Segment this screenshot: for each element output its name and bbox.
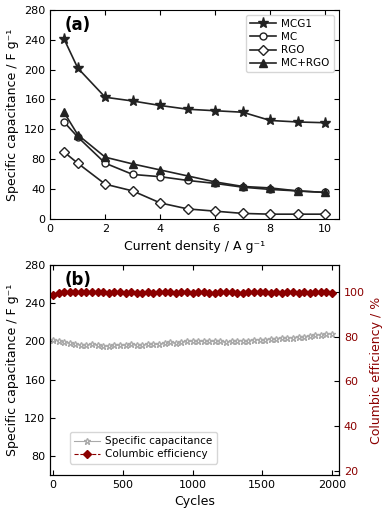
Y-axis label: Specific capacitance / F g⁻¹: Specific capacitance / F g⁻¹	[5, 28, 19, 200]
MC+RGO	[130, 161, 135, 167]
RGO	[158, 200, 163, 206]
Line: MC: MC	[61, 119, 329, 196]
MCG1	[240, 109, 245, 115]
MCG1	[75, 65, 80, 71]
Specific capacitance	[51, 337, 55, 343]
Specific capacitance	[319, 332, 323, 338]
Columbic efficiency	[62, 289, 67, 295]
MCG1	[323, 120, 328, 126]
MC+RGO	[240, 183, 245, 190]
MC+RGO	[103, 154, 108, 160]
MCG1	[158, 102, 163, 108]
RGO	[75, 160, 80, 167]
Text: (b): (b)	[65, 271, 91, 289]
RGO	[240, 210, 245, 216]
Y-axis label: Specific capacitance / F g⁻¹: Specific capacitance / F g⁻¹	[5, 284, 19, 456]
RGO	[323, 211, 328, 217]
Text: (a): (a)	[65, 16, 91, 34]
MCG1	[103, 94, 108, 100]
MC	[186, 177, 190, 183]
Columbic efficiency	[257, 289, 262, 295]
Specific capacitance	[324, 331, 329, 337]
MC	[75, 134, 80, 140]
MC+RGO	[61, 109, 66, 115]
MC	[158, 174, 163, 180]
Columbic efficiency	[330, 290, 335, 296]
Line: RGO: RGO	[61, 149, 329, 217]
RGO	[130, 188, 135, 194]
Columbic efficiency	[145, 289, 150, 295]
Columbic efficiency	[117, 289, 122, 295]
Line: Columbic efficiency: Columbic efficiency	[50, 289, 335, 298]
Legend: Specific capacitance, Columbic efficiency: Specific capacitance, Columbic efficienc…	[70, 432, 217, 464]
MC	[323, 189, 328, 195]
RGO	[295, 211, 300, 217]
MC+RGO	[75, 132, 80, 138]
Columbic efficiency	[51, 292, 55, 299]
MC	[103, 160, 108, 167]
Specific capacitance	[240, 338, 245, 344]
Columbic efficiency	[140, 290, 145, 296]
MC+RGO	[295, 188, 300, 194]
MC	[295, 188, 300, 194]
Specific capacitance	[117, 342, 122, 348]
RGO	[103, 181, 108, 187]
Specific capacitance	[101, 343, 105, 350]
Specific capacitance	[140, 342, 145, 348]
MC	[240, 184, 245, 190]
RGO	[213, 208, 217, 214]
MC+RGO	[323, 189, 328, 195]
X-axis label: Cycles: Cycles	[174, 495, 215, 508]
MCG1	[295, 119, 300, 125]
X-axis label: Current density / A g⁻¹: Current density / A g⁻¹	[124, 240, 265, 253]
RGO	[61, 149, 66, 155]
Columbic efficiency	[324, 289, 329, 295]
Specific capacitance	[257, 337, 262, 343]
RGO	[186, 206, 190, 212]
Legend: MCG1, MC, RGO, MC+RGO: MCG1, MC, RGO, MC+RGO	[246, 15, 334, 72]
RGO	[268, 211, 273, 217]
MC	[130, 171, 135, 177]
Specific capacitance	[145, 341, 150, 347]
MC	[61, 119, 66, 125]
MCG1	[186, 106, 190, 113]
Columbic efficiency	[240, 290, 245, 296]
Line: MCG1: MCG1	[58, 33, 331, 128]
MC+RGO	[213, 179, 217, 185]
MC+RGO	[268, 185, 273, 191]
MCG1	[61, 35, 66, 42]
MCG1	[130, 98, 135, 104]
Line: Specific capacitance: Specific capacitance	[49, 331, 336, 350]
MC	[213, 180, 217, 187]
Y-axis label: Columbic efficiency / %: Columbic efficiency / %	[370, 297, 384, 444]
Line: MC+RGO: MC+RGO	[60, 108, 329, 196]
MCG1	[213, 107, 217, 114]
MC+RGO	[158, 167, 163, 173]
MC	[268, 187, 273, 193]
MC+RGO	[186, 173, 190, 179]
MCG1	[268, 117, 273, 123]
Specific capacitance	[330, 331, 335, 337]
